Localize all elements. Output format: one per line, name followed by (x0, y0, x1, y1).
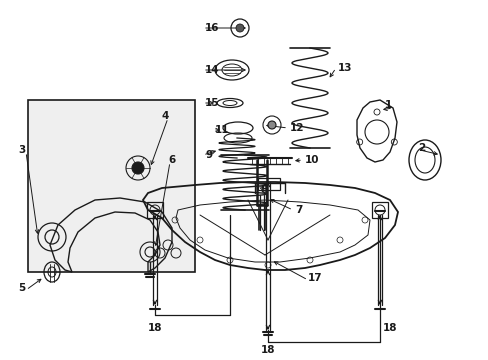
Text: 12: 12 (289, 123, 304, 133)
Text: 3: 3 (18, 145, 25, 155)
Text: 9: 9 (204, 150, 212, 160)
Circle shape (267, 121, 275, 129)
Text: 5: 5 (18, 283, 25, 293)
Bar (371, 202, 387, 218)
Circle shape (236, 24, 244, 32)
Text: 2: 2 (417, 143, 425, 153)
Text: 11: 11 (215, 125, 229, 135)
Text: 18: 18 (260, 345, 275, 355)
Text: 16: 16 (204, 23, 219, 33)
Text: 8: 8 (260, 185, 267, 195)
Text: 7: 7 (294, 205, 302, 215)
Text: 14: 14 (204, 65, 219, 75)
Text: 4: 4 (162, 111, 169, 121)
Text: 10: 10 (305, 155, 319, 165)
Text: 1: 1 (384, 100, 391, 110)
Bar (258, 178, 280, 190)
Text: 18: 18 (147, 323, 162, 333)
Text: 13: 13 (337, 63, 352, 73)
Text: 17: 17 (307, 273, 322, 283)
Bar (28, 100, 195, 272)
Circle shape (132, 162, 143, 174)
Bar (147, 202, 163, 218)
Text: 15: 15 (204, 98, 219, 108)
Text: 18: 18 (382, 323, 396, 333)
Text: 6: 6 (168, 155, 175, 165)
